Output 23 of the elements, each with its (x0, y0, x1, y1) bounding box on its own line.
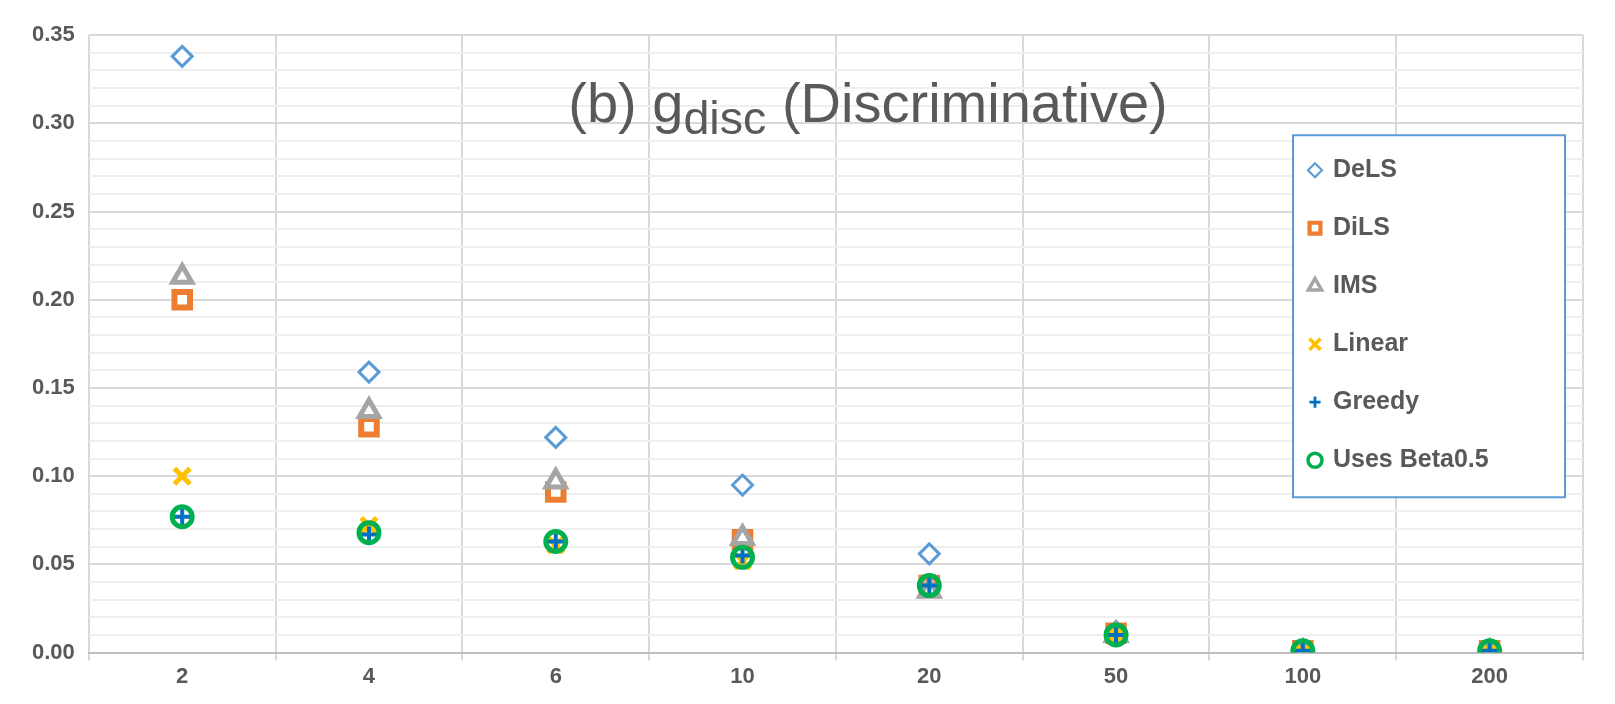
x-tick-label: 50 (1103, 662, 1129, 688)
y-tick-label: 0.30 (31, 109, 75, 135)
legend-label: DiLS (1333, 212, 1390, 241)
x-tick-label: 10 (730, 662, 755, 688)
legend-label: Uses Beta0.5 (1333, 444, 1489, 473)
x-tick-label: 2 (176, 662, 189, 688)
text: (b) g$_{disc}$ (Discriminative) (568, 71, 1168, 145)
x-tick-label: 100 (1284, 662, 1322, 688)
y-tick-label: 0.05 (31, 550, 75, 576)
x-tick-label: 6 (549, 662, 562, 688)
y-tick-label: 0.25 (31, 197, 75, 223)
x-tick-label: 4 (362, 662, 376, 688)
y-tick-label: 0.15 (31, 374, 75, 400)
y-tick-label: 0.35 (31, 21, 75, 47)
legend-label: DeLS (1333, 154, 1397, 183)
y-tick-label: 0.10 (31, 462, 75, 488)
legend-label: IMS (1333, 270, 1378, 299)
x-tick-label: 200 (1471, 662, 1508, 688)
legend-label: Greedy (1333, 386, 1420, 415)
y-tick-label: 0.20 (31, 285, 75, 311)
legend-label: Linear (1333, 328, 1409, 357)
y-tick-label: 0.00 (31, 638, 75, 664)
x-tick-label: 20 (917, 662, 942, 688)
